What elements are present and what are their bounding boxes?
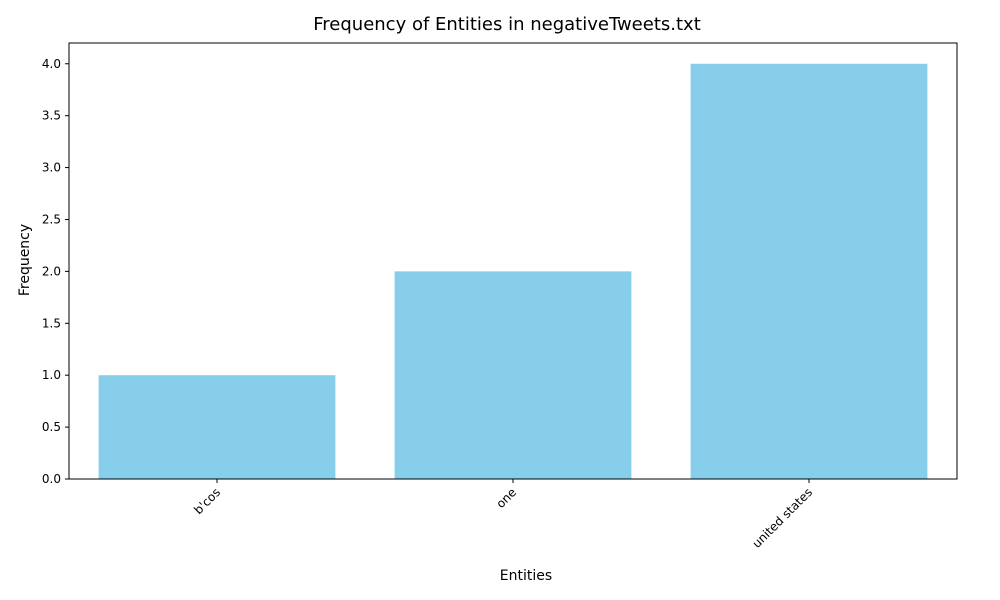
y-tick-label: 3.0 <box>42 161 61 175</box>
y-tick-label: 1.0 <box>42 368 61 382</box>
y-axis-label: Frequency <box>17 224 33 296</box>
bar-0 <box>98 375 336 479</box>
y-tick-label: 3.5 <box>42 109 61 123</box>
y-tick-label: 2.0 <box>42 264 61 278</box>
x-tick-label: united states <box>750 485 816 551</box>
chart-title: Frequency of Entities in negativeTweets.… <box>313 14 701 35</box>
y-tick-label: 2.5 <box>42 212 61 226</box>
y-tick-label: 1.5 <box>42 316 61 330</box>
y-tick-label: 4.0 <box>42 57 61 71</box>
x-tick-label: b'cos <box>191 485 223 517</box>
plot-area: 0.0 0.5 1.0 1.5 2.0 2.5 3.0 3.5 4.0 b'cos one unite… <box>42 42 958 551</box>
y-tick-label: 0.5 <box>42 420 61 434</box>
x-tick-label: one <box>493 485 519 511</box>
bar-1 <box>394 271 632 479</box>
x-axis-label: Entities <box>500 568 552 584</box>
bar-2 <box>690 63 928 479</box>
y-tick-label: 0.0 <box>42 472 61 486</box>
